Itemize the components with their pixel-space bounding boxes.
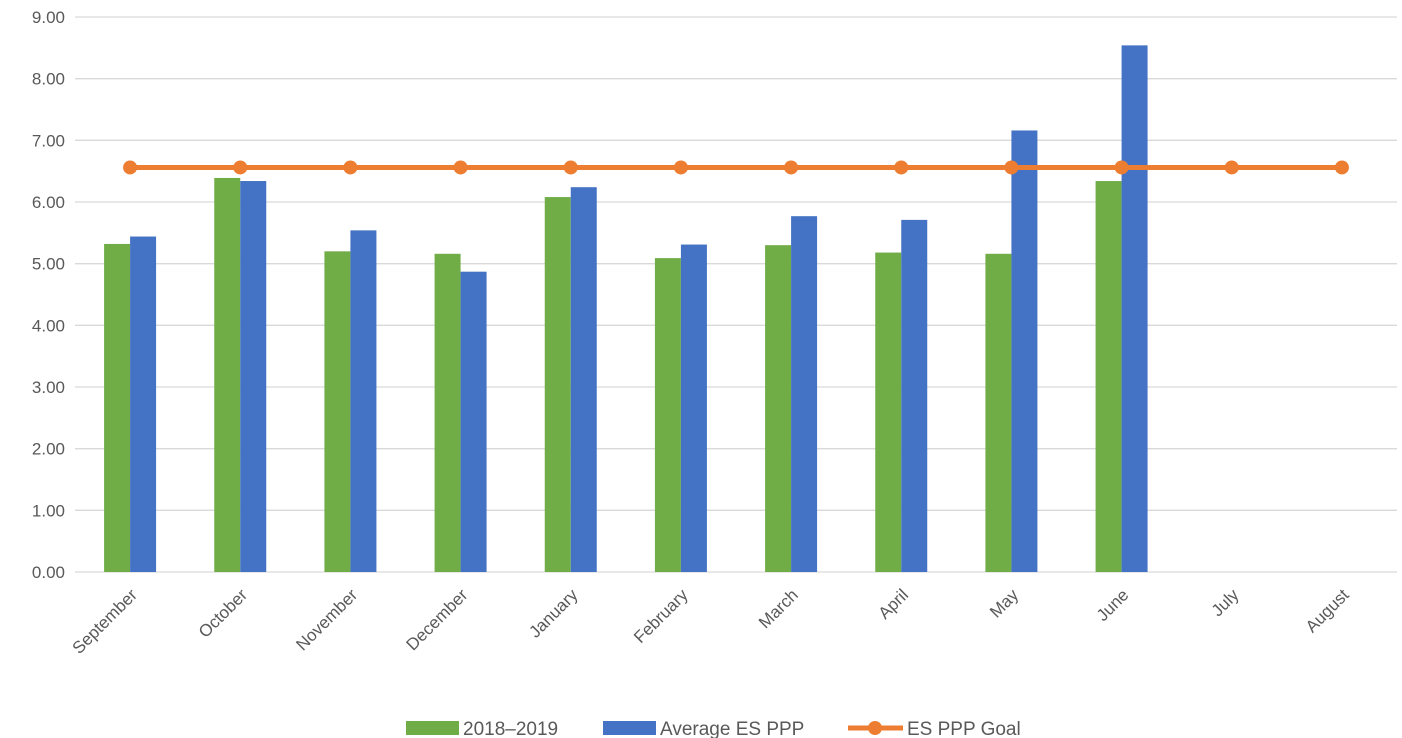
x-tick-label: September	[69, 585, 141, 657]
bar-series-0	[214, 177, 241, 572]
x-tick-label: October	[195, 585, 251, 641]
x-tick-label: July	[1208, 585, 1243, 620]
x-tick-label: June	[1093, 585, 1133, 625]
bar-series-1	[1011, 130, 1038, 572]
bar-series-1	[791, 216, 818, 572]
bar-series-0	[324, 251, 351, 573]
y-tick-label: 8.00	[32, 70, 65, 89]
x-axis-tick-labels: September October November December January F…	[69, 585, 1353, 658]
bar-series-0	[544, 197, 571, 573]
bar-series-0	[875, 252, 902, 573]
legend-swatch-goal-marker	[868, 721, 882, 735]
y-tick-label: 7.00	[32, 131, 65, 150]
legend-label-goal: ES PPP Goal	[907, 719, 1021, 738]
gridlines	[75, 16, 1397, 573]
y-tick-label: 6.00	[32, 193, 65, 212]
goal-marker-series-2	[1004, 160, 1019, 175]
bar-series-1	[350, 230, 377, 572]
legend-swatch-series-1	[603, 721, 656, 735]
goal-marker-series-2	[563, 160, 578, 175]
goal-line-series	[123, 160, 1349, 175]
y-tick-label: 9.00	[32, 8, 65, 27]
goal-marker-series-2	[673, 160, 688, 175]
x-tick-label: February	[630, 585, 692, 647]
bar-series-1	[570, 187, 597, 572]
bar-series-0	[654, 258, 681, 572]
bar-series-0	[104, 243, 131, 572]
goal-marker-series-2	[453, 160, 468, 175]
y-tick-label: 0.00	[32, 563, 65, 582]
legend-label-series-0: 2018–2019	[463, 719, 558, 738]
y-tick-label: 4.00	[32, 316, 65, 335]
y-tick-label: 1.00	[32, 501, 65, 520]
bar-series-1	[901, 219, 928, 572]
goal-marker-series-2	[343, 160, 358, 175]
y-tick-label: 5.00	[32, 255, 65, 274]
x-tick-label: August	[1302, 585, 1353, 636]
bar-series-0	[765, 245, 792, 572]
x-tick-label: January	[525, 585, 582, 642]
y-tick-label: 3.00	[32, 378, 65, 397]
goal-marker-series-2	[233, 160, 248, 175]
x-tick-label: April	[875, 585, 912, 622]
x-tick-label: December	[403, 585, 472, 654]
bar-series-1	[130, 236, 157, 573]
x-tick-label: November	[292, 585, 361, 654]
goal-marker-series-2	[1334, 160, 1349, 175]
goal-marker-series-2	[1114, 160, 1129, 175]
legend-label-series-1: Average ES PPP	[660, 719, 804, 738]
y-tick-label: 2.00	[32, 440, 65, 459]
goal-marker-series-2	[784, 160, 799, 175]
bars	[104, 45, 1148, 573]
bar-series-1	[680, 244, 707, 573]
legend: 2018–2019 Average ES PPP ES PPP Goal	[406, 719, 1021, 738]
goal-marker-series-2	[1224, 160, 1239, 175]
x-tick-label: March	[755, 585, 802, 632]
y-axis-tick-labels: 0.00 1.00 2.00 3.00 4.00 5.00 6.00 7.00 8.00 9.00	[32, 8, 65, 582]
goal-marker-series-2	[123, 160, 138, 175]
goal-marker-series-2	[894, 160, 909, 175]
bar-series-1	[1121, 45, 1148, 573]
bar-series-0	[434, 253, 461, 573]
x-tick-label: May	[986, 585, 1022, 621]
legend-swatch-series-0	[406, 721, 459, 735]
bar-series-0	[985, 253, 1012, 573]
bar-series-1	[240, 181, 267, 573]
bar-series-0	[1095, 181, 1122, 573]
bar-series-1	[460, 271, 487, 572]
